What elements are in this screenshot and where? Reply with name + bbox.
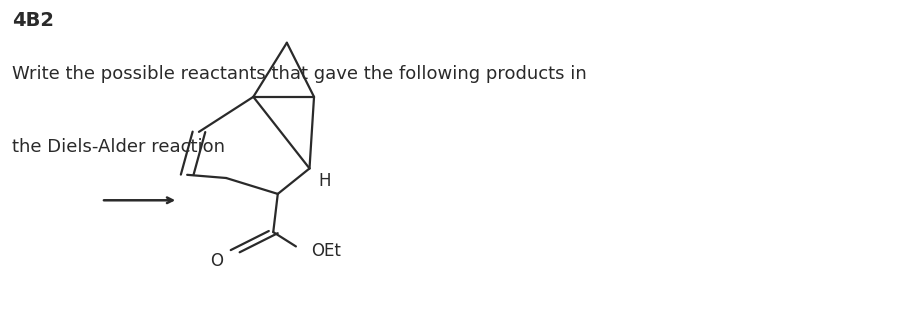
Text: OEt: OEt	[311, 242, 341, 260]
Text: the Diels-Alder reaction: the Diels-Alder reaction	[12, 138, 225, 156]
Text: O: O	[211, 252, 224, 270]
Text: 4B2: 4B2	[12, 11, 55, 30]
Text: H: H	[318, 172, 331, 190]
Text: Write the possible reactants that gave the following products in: Write the possible reactants that gave t…	[12, 65, 587, 83]
